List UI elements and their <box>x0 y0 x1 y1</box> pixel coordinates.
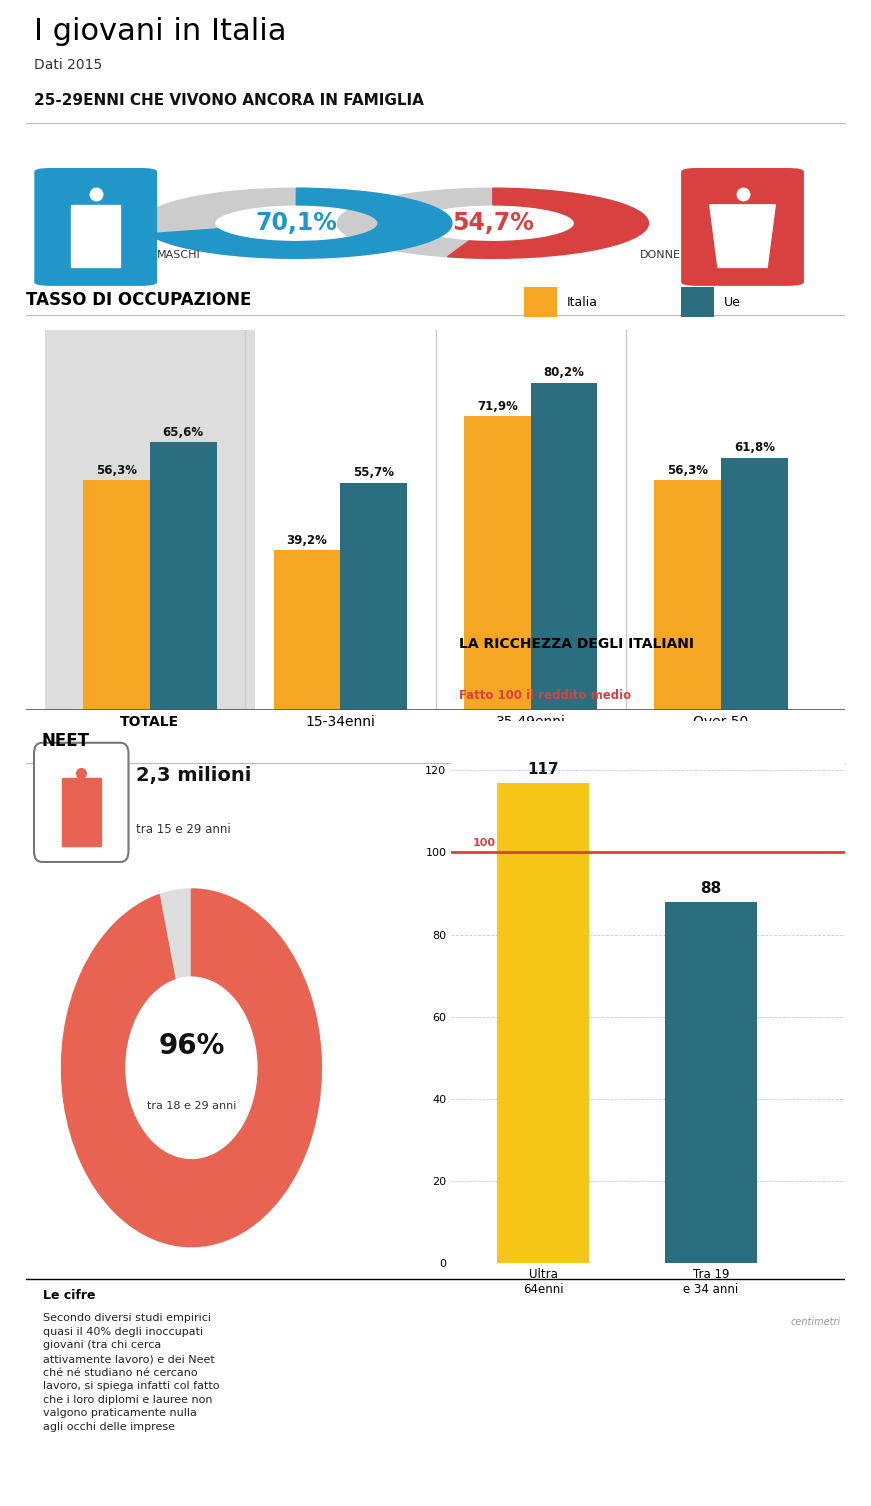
Polygon shape <box>710 205 775 268</box>
FancyBboxPatch shape <box>34 742 129 861</box>
Bar <box>665 902 757 1264</box>
Text: DONNE: DONNE <box>640 250 681 261</box>
Bar <box>464 417 530 709</box>
Polygon shape <box>62 779 101 846</box>
Bar <box>150 443 217 709</box>
Text: centimetri: centimetri <box>791 1316 841 1327</box>
Text: 55,7%: 55,7% <box>353 467 394 479</box>
Text: 65,6%: 65,6% <box>163 426 204 438</box>
Text: I giovani in Italia: I giovani in Italia <box>34 17 287 47</box>
Bar <box>341 482 407 709</box>
Text: 25-29ENNI CHE VIVONO ANCORA IN FAMIGLIA: 25-29ENNI CHE VIVONO ANCORA IN FAMIGLIA <box>34 93 424 108</box>
Bar <box>530 383 598 709</box>
Wedge shape <box>62 889 321 1247</box>
Bar <box>654 480 721 709</box>
Polygon shape <box>71 205 120 268</box>
Wedge shape <box>141 188 452 258</box>
Bar <box>497 783 590 1264</box>
Text: 70,1%: 70,1% <box>255 211 337 235</box>
Text: 54,7%: 54,7% <box>452 211 534 235</box>
Wedge shape <box>62 889 321 1247</box>
Wedge shape <box>337 188 648 258</box>
Text: 96%: 96% <box>159 1032 225 1060</box>
Text: 100: 100 <box>473 839 496 848</box>
Wedge shape <box>448 188 648 258</box>
Text: 117: 117 <box>528 762 559 777</box>
Text: Dati 2015: Dati 2015 <box>34 59 103 72</box>
Text: 56,3%: 56,3% <box>667 464 708 477</box>
FancyBboxPatch shape <box>45 712 254 767</box>
FancyBboxPatch shape <box>681 169 804 286</box>
Text: 56,3%: 56,3% <box>96 464 137 477</box>
Text: Le cifre: Le cifre <box>43 1289 95 1303</box>
Text: MASCHI: MASCHI <box>157 250 201 261</box>
Text: tra 18 e 29 anni: tra 18 e 29 anni <box>147 1101 236 1111</box>
Text: 71,9%: 71,9% <box>477 401 518 413</box>
Text: 61,8%: 61,8% <box>734 441 775 455</box>
Bar <box>721 458 787 709</box>
Text: tra 15 e 29 anni: tra 15 e 29 anni <box>137 822 231 836</box>
Text: Secondo diversi studi empirici
quasi il 40% degli inoccupati
giovani (tra chi ce: Secondo diversi studi empirici quasi il … <box>43 1313 219 1432</box>
Text: NEET: NEET <box>42 732 90 750</box>
FancyBboxPatch shape <box>34 169 157 286</box>
Text: 80,2%: 80,2% <box>544 366 584 380</box>
Bar <box>45 330 254 709</box>
Text: 39,2%: 39,2% <box>287 533 327 547</box>
Wedge shape <box>148 188 452 258</box>
Text: 88: 88 <box>700 881 721 896</box>
Bar <box>84 480 150 709</box>
Text: 2,3 milioni: 2,3 milioni <box>137 765 252 785</box>
Bar <box>273 550 341 709</box>
